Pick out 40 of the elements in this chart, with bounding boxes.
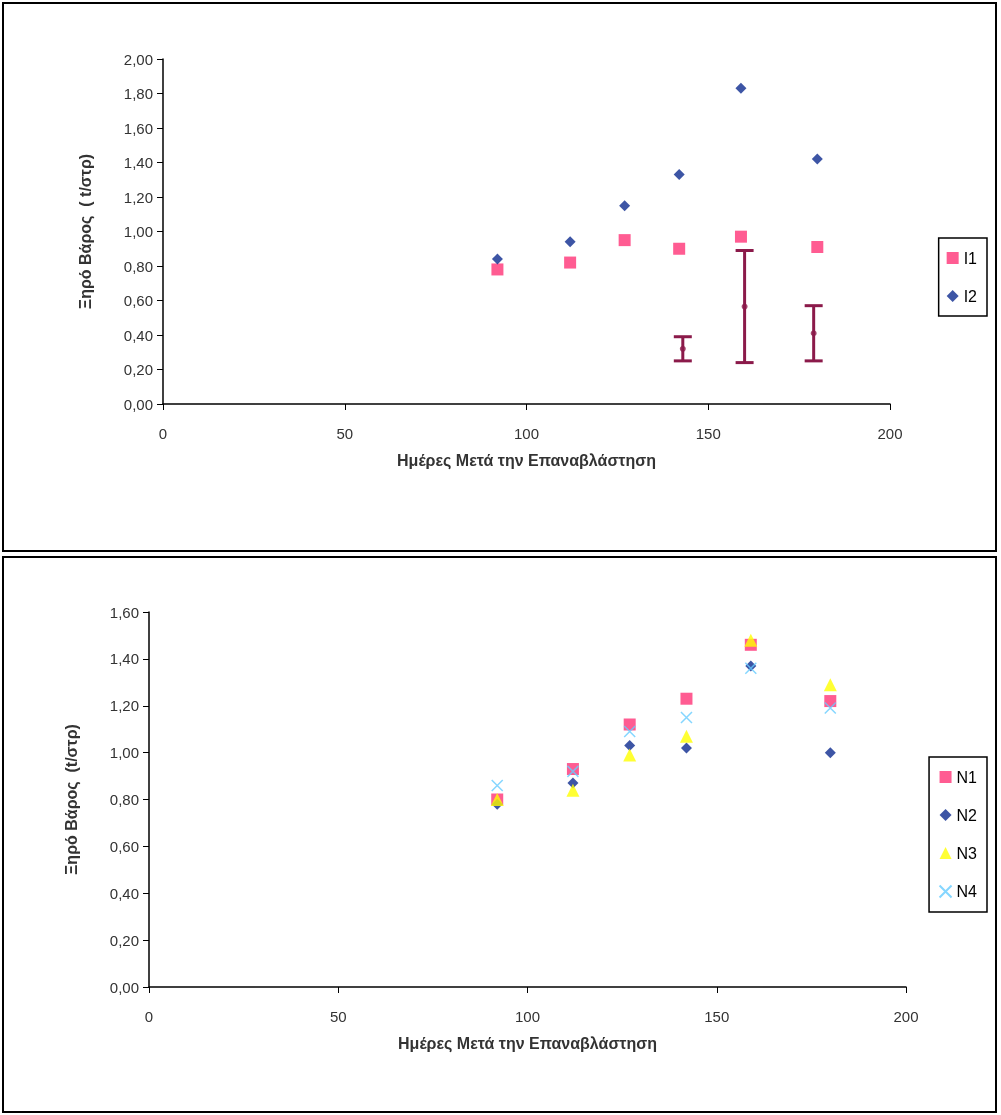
y-tick-label: 0,80 (123, 257, 153, 275)
y-tick-label: 0,60 (123, 292, 153, 309)
y-tick-label: 1,20 (123, 188, 153, 206)
y-axis-title: Ξηρό Βάρος (t/στρ) (62, 724, 81, 875)
y-tick-label: 0,20 (109, 931, 139, 949)
y-tick-label: 1,40 (123, 154, 153, 171)
x-tick-label: 50 (336, 425, 354, 442)
x-tick-label: 0 (144, 1008, 154, 1025)
y-tick-label: 1,40 (109, 650, 139, 668)
y-tick-label: 0,60 (109, 837, 139, 855)
x-axis-title: Ημέρες Μετά την Επαναβλάστηση (398, 1034, 657, 1053)
x-tick-label: 100 (514, 1008, 541, 1025)
y-tick-label: 2,00 (123, 50, 153, 68)
x-tick-label: 50 (329, 1008, 347, 1025)
x-tick-label: 150 (704, 1008, 730, 1025)
y-tick-label: 1,60 (109, 603, 139, 621)
x-axis-title: Ημέρες Μετά την Επαναβλάστηση (397, 451, 656, 470)
x-tick-label: 200 (877, 425, 903, 442)
legend-label: N3 (956, 844, 978, 862)
y-tick-label: 1,20 (109, 697, 139, 715)
y-tick-label: 1,80 (123, 85, 153, 102)
y-tick-label: 1,00 (109, 744, 139, 762)
x-tick-label: 0 (158, 425, 168, 442)
legend-label: I1 (963, 249, 978, 267)
y-tick-label: 1,60 (123, 119, 153, 137)
x-tick-label: 200 (893, 1008, 919, 1025)
y-tick-label: 1,00 (123, 223, 153, 240)
y-tick-label: 0,80 (109, 791, 139, 808)
x-tick-label: 100 (513, 425, 540, 442)
x-tick-label: 150 (695, 425, 721, 442)
y-axis-title: Ξηρό Βάρος ( t/στρ) (76, 153, 95, 310)
y-tick-label: 0,40 (123, 326, 153, 344)
legend-label: N2 (956, 806, 978, 824)
y-tick-label: 0,00 (109, 978, 139, 996)
legend-label: N4 (956, 883, 978, 900)
y-tick-label: 0,40 (109, 884, 139, 902)
y-tick-label: 0,00 (123, 395, 153, 413)
legend-label: N1 (956, 768, 978, 786)
legend-label: I2 (963, 287, 978, 305)
y-tick-label: 0,20 (123, 361, 153, 378)
